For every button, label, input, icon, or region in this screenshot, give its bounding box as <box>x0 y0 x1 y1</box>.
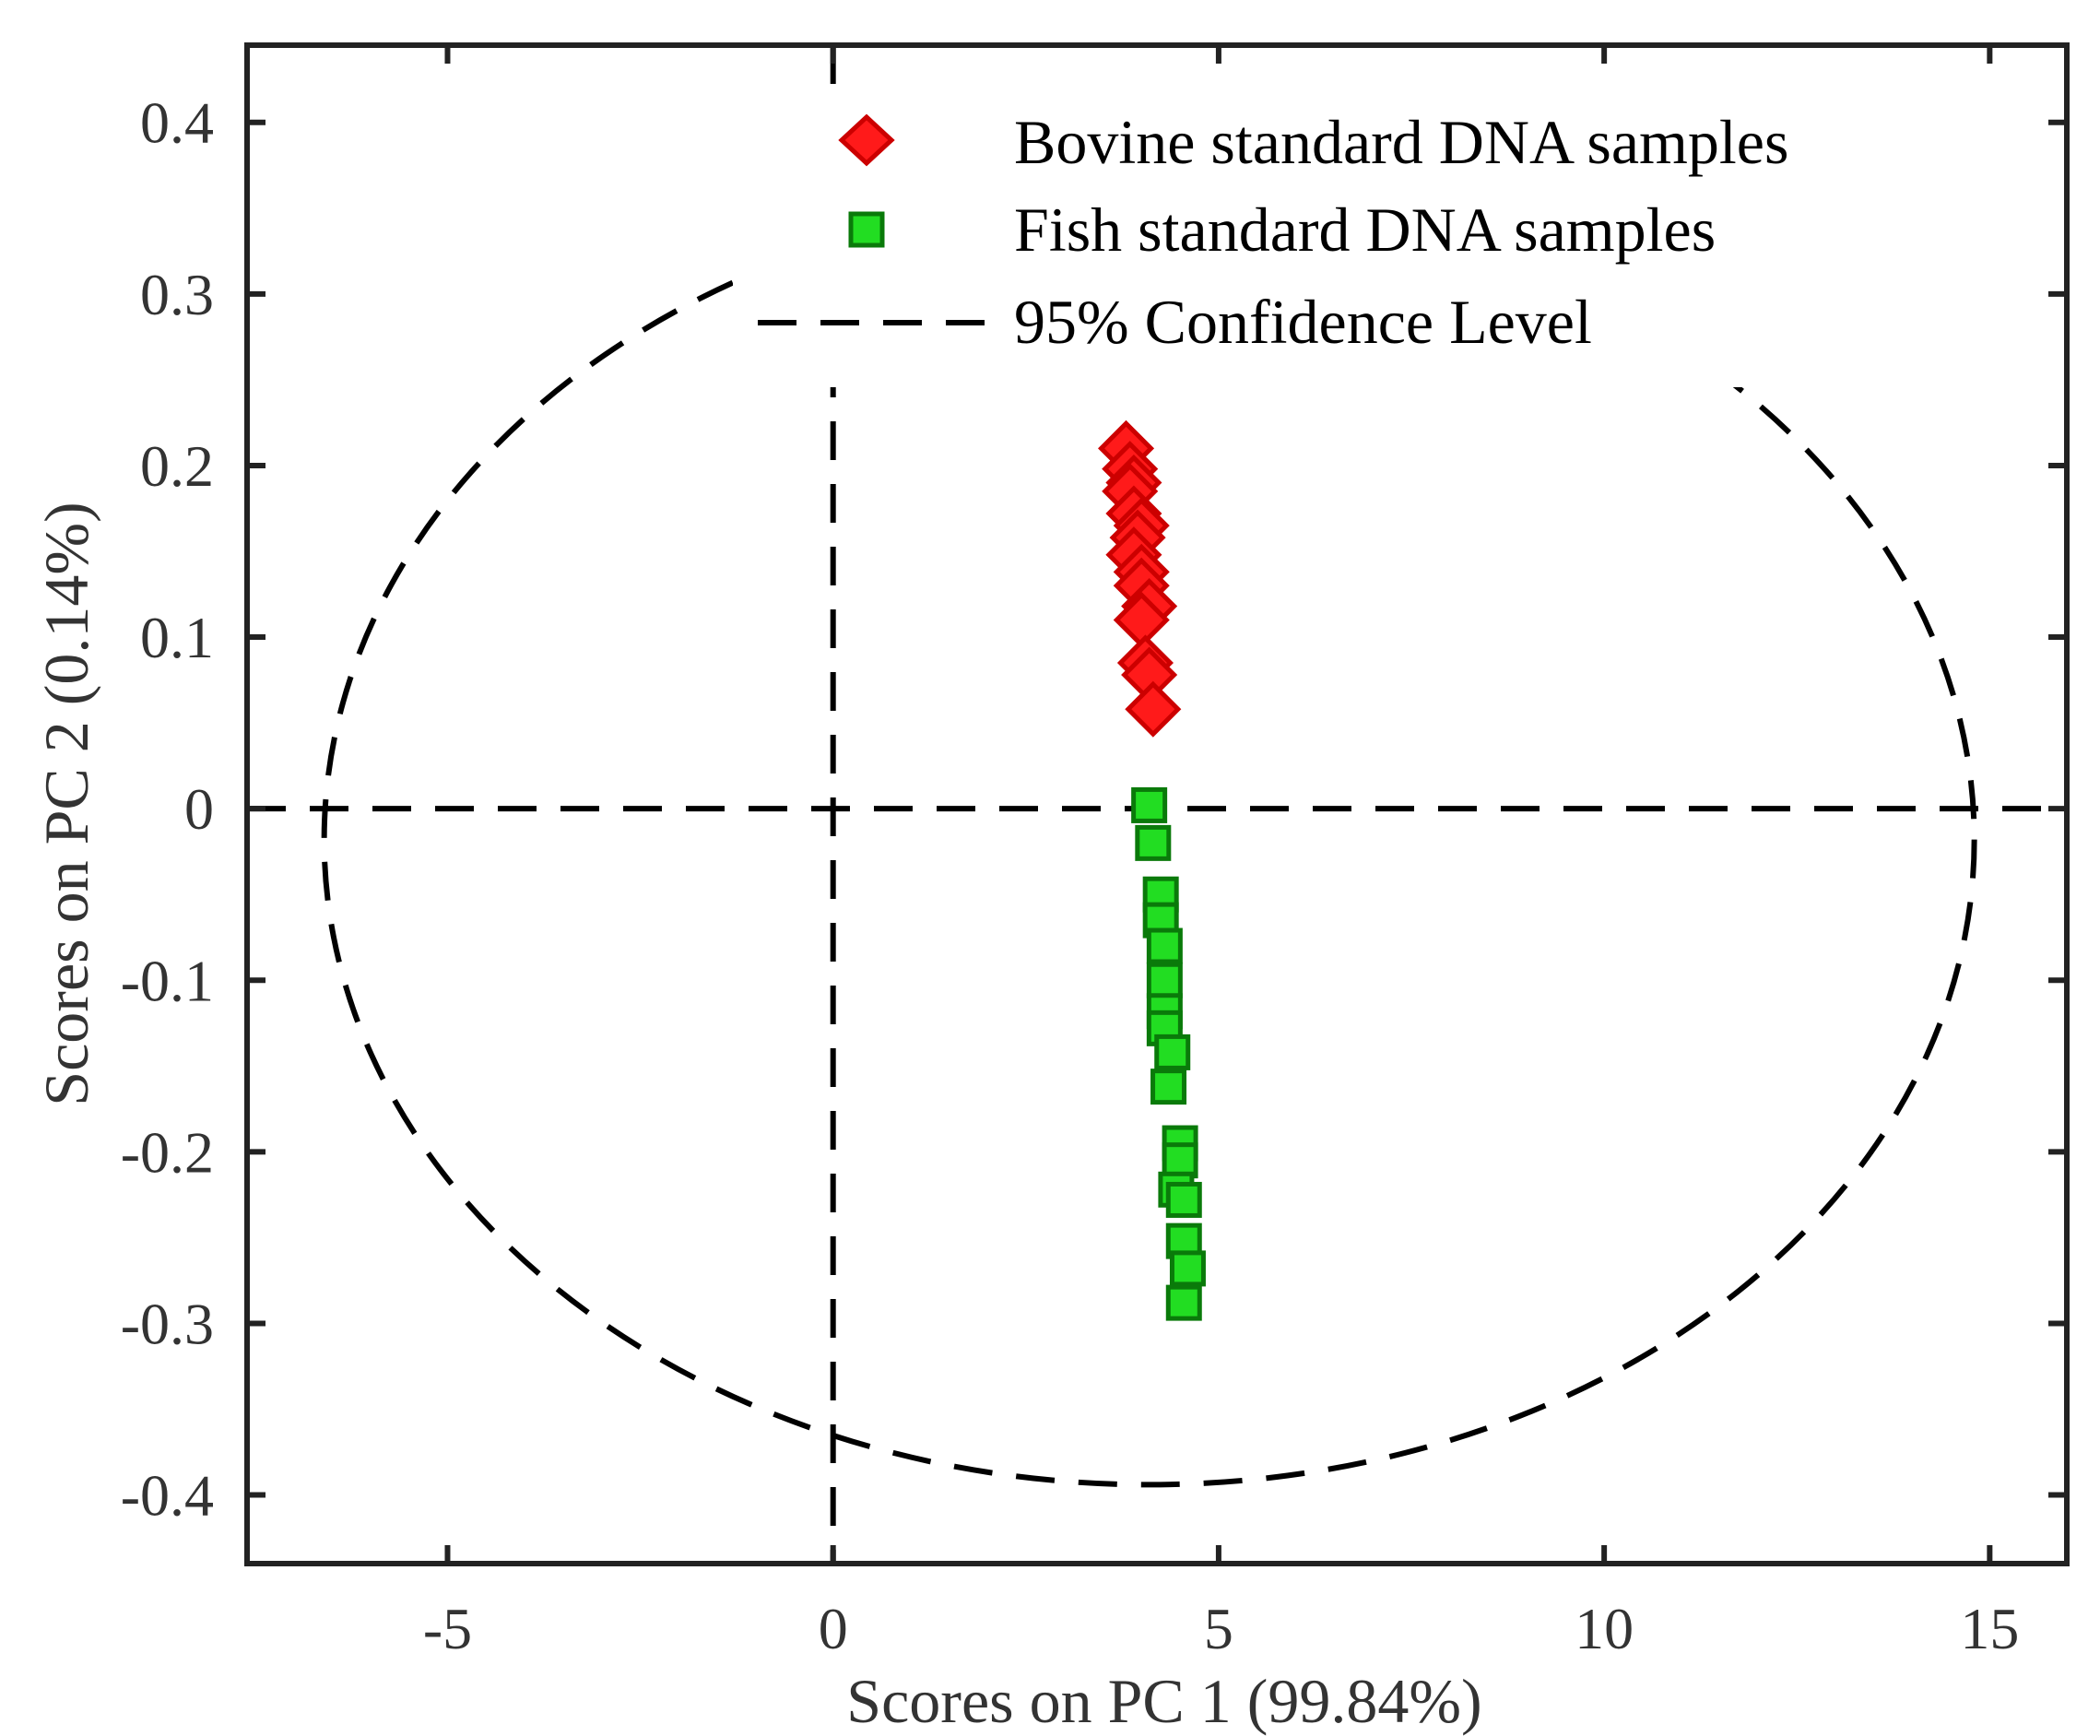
axis-ticks <box>247 45 2067 1564</box>
legend-background <box>733 92 1950 387</box>
bovine-point <box>1125 680 1182 738</box>
x-axis-title: Scores on PC 1 (99.84%) <box>846 1666 1481 1736</box>
legend-bovine-marker <box>838 113 895 167</box>
legend-bovine-label: Bovine standard DNA samples <box>1014 107 1788 177</box>
fish-point <box>1150 1069 1187 1105</box>
fish-point <box>1146 927 1183 964</box>
y-tick-label: -0.3 <box>121 1291 214 1356</box>
y-tick-label: -0.1 <box>121 948 214 1013</box>
x-tick-label: -5 <box>423 1596 472 1661</box>
x-tick-label: 5 <box>1204 1596 1233 1661</box>
y-axis-title: Scores on PC 2 (0.14%) <box>31 502 101 1105</box>
legend-fish-marker <box>848 211 885 248</box>
fish-point <box>1131 786 1168 823</box>
x-tick-label: 0 <box>819 1596 848 1661</box>
y-tick-label: 0.3 <box>140 262 214 327</box>
legend-fish-label: Fish standard DNA samples <box>1014 195 1716 265</box>
legend-ellipse-label: 95% Confidence Level <box>1014 287 1592 357</box>
y-tick-label: 0.4 <box>140 90 214 156</box>
y-tick-label: 0.2 <box>140 433 214 499</box>
y-tick-label: 0 <box>184 776 214 842</box>
y-tick-labels: 0.4 0.3 0.2 0.1 0 -0.1 -0.2 -0.3 -0.4 <box>121 90 214 1529</box>
fish-point <box>1169 1250 1206 1287</box>
fish-point <box>1165 1284 1202 1321</box>
x-tick-labels: -5 0 5 10 15 <box>423 1596 2020 1661</box>
fish-point <box>1135 824 1172 861</box>
fish-point <box>1165 1181 1202 1218</box>
fish-point <box>1154 1033 1191 1070</box>
fish-point <box>1146 962 1183 998</box>
plot-frame <box>244 42 2070 1566</box>
y-tick-label: -0.2 <box>121 1119 214 1185</box>
y-tick-label: 0.1 <box>140 605 214 670</box>
legend: Bovine standard DNA samples Fish standar… <box>733 92 1950 387</box>
y-tick-label: -0.4 <box>121 1463 214 1529</box>
x-tick-label: 15 <box>1960 1596 2019 1661</box>
data-points <box>1098 419 1206 1321</box>
fish-point <box>1162 1142 1198 1179</box>
x-tick-label: 10 <box>1575 1596 1634 1661</box>
